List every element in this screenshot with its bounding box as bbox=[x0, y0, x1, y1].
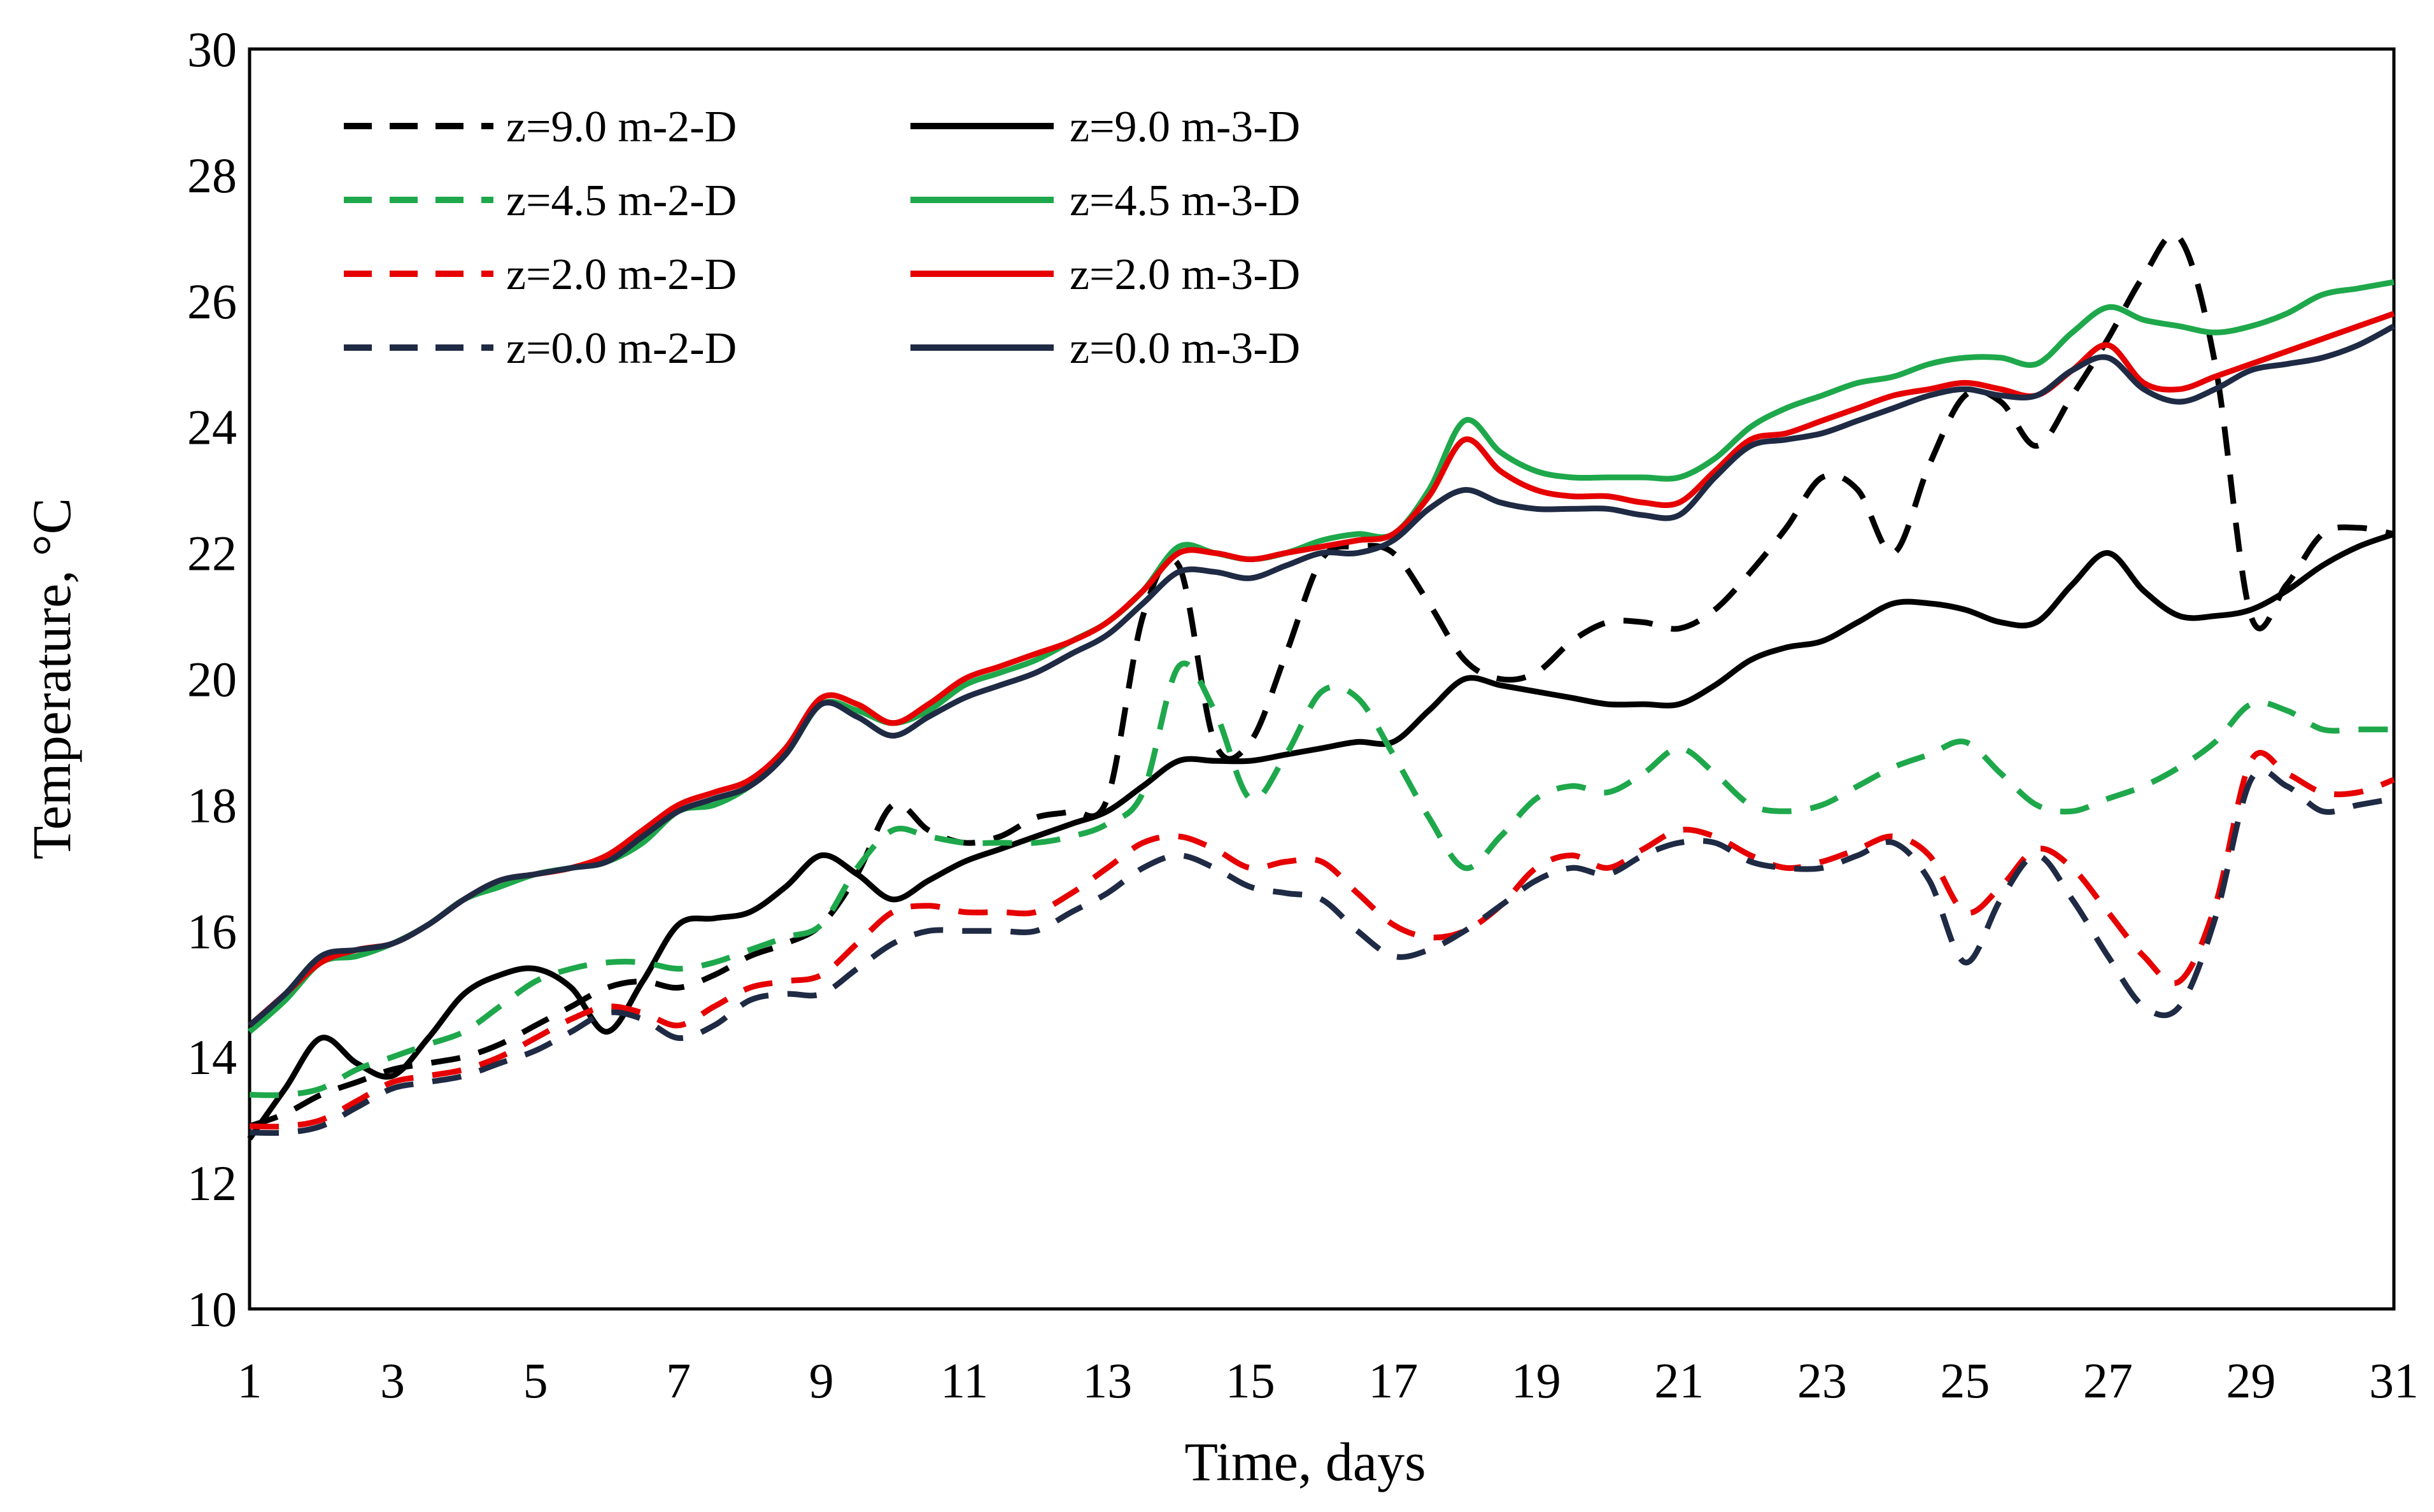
x-tick-label: 31 bbox=[2369, 1353, 2419, 1408]
y-tick-label: 20 bbox=[187, 652, 237, 707]
x-tick-label: 3 bbox=[380, 1353, 405, 1408]
legend-label: z=9.0 m-3-D bbox=[1070, 102, 1300, 152]
x-tick-labels: 1 3 5 7 9 11 13 15 17 19 21 23 25 27 29 31 bbox=[237, 1353, 2419, 1408]
y-tick-label: 18 bbox=[187, 777, 237, 833]
legend-label: z=4.5 m-3-D bbox=[1070, 176, 1300, 225]
legend-label: z=0.0 m-2-D bbox=[506, 324, 737, 373]
series-line-z-4-5-m-2-d bbox=[249, 660, 2394, 1098]
legend-label: z=0.0 m-3-D bbox=[1070, 324, 1300, 373]
legend-label: z=2.0 m-3-D bbox=[1070, 250, 1300, 299]
x-tick-label: 13 bbox=[1082, 1353, 1132, 1408]
y-tick-label: 14 bbox=[187, 1029, 237, 1085]
x-tick-label: 7 bbox=[666, 1353, 691, 1408]
legend-label: z=2.0 m-2-D bbox=[506, 250, 737, 299]
y-tick-label: 12 bbox=[187, 1155, 237, 1211]
legend: z=9.0 m-2-D z=9.0 m-3-D z=4.5 m-2-D z=4.5 m… bbox=[344, 102, 1300, 373]
series-line-z-0-0-m-2-d bbox=[249, 767, 2395, 1136]
x-axis-title: Time, days bbox=[1184, 1431, 1426, 1492]
series-line-z-0-0-m-3-d bbox=[248, 323, 2396, 1028]
y-tick-label: 10 bbox=[187, 1282, 237, 1337]
x-tick-label: 17 bbox=[1368, 1353, 1418, 1408]
y-tick-label: 16 bbox=[187, 903, 237, 959]
series-line-z-9-0-m-3-d bbox=[247, 531, 2395, 1141]
legend-label: z=4.5 m-2-D bbox=[506, 176, 737, 225]
series-line-z-2-0-m-2-d bbox=[249, 750, 2395, 1130]
x-tick-label: 25 bbox=[1940, 1353, 1990, 1408]
x-tick-label: 1 bbox=[237, 1353, 262, 1408]
y-tick-label: 30 bbox=[187, 22, 237, 77]
plot-area bbox=[248, 47, 2396, 1311]
x-tick-label: 9 bbox=[809, 1353, 834, 1408]
x-tick-label: 23 bbox=[1797, 1353, 1847, 1408]
series-layer bbox=[247, 232, 2396, 1141]
x-tick-label: 19 bbox=[1511, 1353, 1561, 1408]
y-tick-label: 28 bbox=[187, 148, 237, 203]
x-tick-label: 11 bbox=[940, 1353, 988, 1408]
series-line-z-9-0-m-2-d bbox=[248, 232, 2395, 1129]
y-tick-label: 22 bbox=[187, 526, 237, 581]
legend-label: z=9.0 m-2-D bbox=[506, 102, 737, 152]
y-tick-label: 26 bbox=[187, 274, 237, 329]
y-tick-labels: 10 12 14 16 18 20 22 24 26 28 30 bbox=[187, 22, 237, 1337]
x-tick-label: 29 bbox=[2226, 1353, 2275, 1408]
x-tick-label: 5 bbox=[523, 1353, 548, 1408]
x-tick-label: 21 bbox=[1654, 1353, 1704, 1408]
x-tick-label: 15 bbox=[1226, 1353, 1275, 1408]
x-tick-label: 27 bbox=[2083, 1353, 2133, 1408]
y-axis-title: Temperature, °C bbox=[21, 498, 82, 859]
y-tick-label: 24 bbox=[187, 400, 237, 455]
